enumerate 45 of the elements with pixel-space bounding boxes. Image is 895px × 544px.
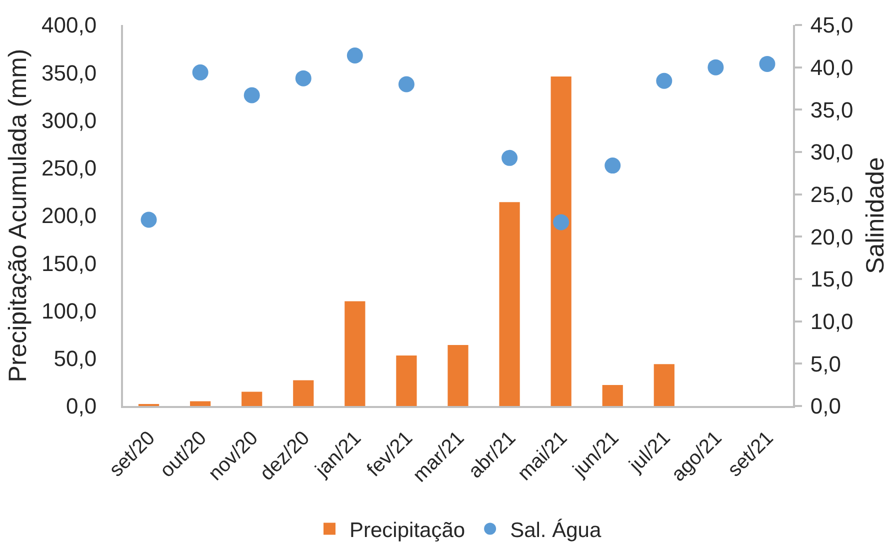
y-tick-label: 250,0 — [42, 156, 97, 181]
bar — [190, 401, 211, 406]
bar — [448, 345, 468, 406]
point — [192, 64, 208, 80]
y-tick-label: 200,0 — [42, 203, 97, 228]
point — [656, 72, 672, 89]
y-tick-label: 150,0 — [42, 250, 97, 276]
y2-tick-label: 45,0 — [810, 12, 854, 38]
y2-tick-label: 40,0 — [810, 55, 854, 80]
point — [553, 214, 570, 230]
point — [398, 76, 414, 92]
y-tick-label: 0,0 — [66, 394, 97, 419]
y-tick-label: 300,0 — [42, 108, 97, 133]
point — [346, 47, 363, 64]
point — [502, 150, 518, 166]
point — [140, 212, 157, 228]
bar — [396, 356, 417, 406]
y-axis-title: Precipitação Acumulada (mm) — [4, 48, 32, 382]
bar — [242, 392, 262, 406]
bar — [344, 301, 366, 406]
y-tick-label: 400,0 — [42, 12, 97, 38]
point — [295, 70, 312, 86]
y2-axis-title: Salinidade — [862, 157, 890, 274]
y2-tick-label: 35,0 — [810, 97, 854, 122]
bar — [654, 364, 674, 406]
bar — [293, 380, 314, 406]
y2-tick-label: 10,0 — [810, 309, 854, 334]
bar — [499, 202, 520, 406]
y-tick-label: 100,0 — [42, 298, 97, 324]
y-tick-label: 350,0 — [42, 60, 97, 86]
bar — [602, 385, 623, 406]
point — [604, 158, 621, 174]
y2-tick-label: 25,0 — [810, 182, 854, 208]
point — [759, 56, 776, 72]
y2-tick-label: 20,0 — [810, 224, 854, 250]
point — [708, 59, 724, 76]
point — [244, 87, 260, 104]
y2-tick-label: 15,0 — [810, 266, 854, 292]
y2-tick-label: 0,0 — [810, 394, 841, 419]
y-tick-label: 50,0 — [54, 346, 97, 372]
legend-label: Precipitação — [350, 518, 466, 542]
y2-tick-label: 30,0 — [810, 140, 854, 165]
legend-label: Sal. Água — [510, 518, 602, 542]
y2-tick-label: 5,0 — [810, 351, 841, 376]
bar — [550, 76, 572, 406]
